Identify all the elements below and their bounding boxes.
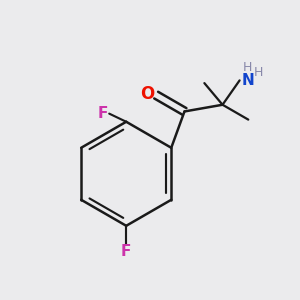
Text: H: H xyxy=(254,67,264,80)
Text: H: H xyxy=(242,61,252,74)
Text: O: O xyxy=(140,85,154,103)
Text: F: F xyxy=(121,244,131,259)
Text: N: N xyxy=(242,73,255,88)
Text: F: F xyxy=(97,106,108,121)
